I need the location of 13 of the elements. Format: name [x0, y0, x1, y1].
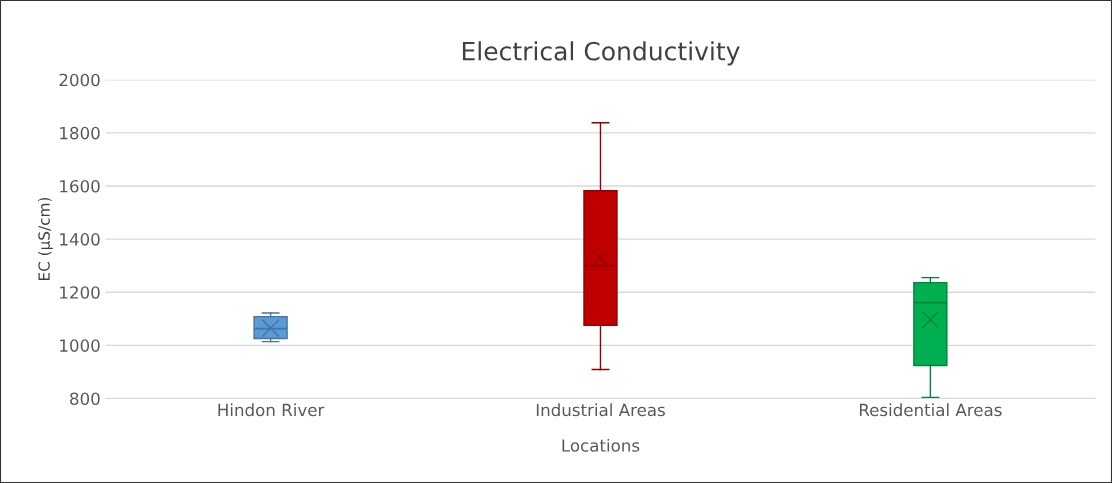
y-tick-label: 1600 — [60, 179, 100, 193]
y-axis-title: EC (µS/cm) — [38, 197, 53, 281]
y-tick-label: 1000 — [60, 339, 100, 352]
y-tick-label: 2000 — [59, 73, 100, 87]
x-axis-title: Locations — [562, 438, 640, 452]
y-tick-label: 1200 — [60, 286, 100, 299]
x-tick-label: Industrial Areas — [536, 403, 665, 417]
chart-title: Electrical Conductivity — [462, 41, 740, 66]
y-tick-label: 800 — [70, 392, 100, 406]
y-tick-label: 1400 — [60, 233, 100, 246]
x-tick-label: Residential Areas — [859, 403, 1002, 417]
y-tick-label: 1800 — [60, 126, 100, 140]
x-tick-label: Hindon River — [218, 403, 325, 417]
